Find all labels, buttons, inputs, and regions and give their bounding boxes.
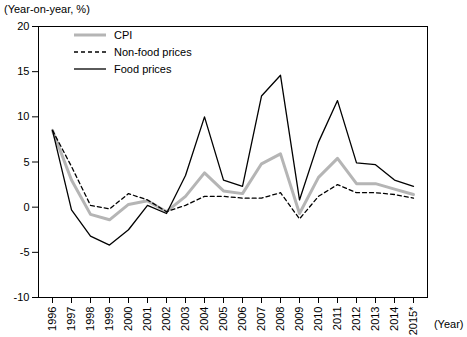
- svg-text:1999: 1999: [103, 307, 115, 331]
- svg-text:2004: 2004: [198, 307, 210, 331]
- svg-text:2015*: 2015*: [407, 306, 419, 335]
- svg-text:-10: -10: [14, 291, 30, 303]
- svg-text:10: 10: [17, 110, 29, 122]
- svg-text:-5: -5: [20, 246, 30, 258]
- svg-text:2006: 2006: [236, 307, 248, 331]
- svg-text:1996: 1996: [46, 307, 58, 331]
- svg-text:2009: 2009: [293, 307, 305, 331]
- html-text:CPI: CPI: [114, 28, 133, 41]
- svg-text:2014: 2014: [388, 307, 400, 331]
- svg-text:2003: 2003: [179, 307, 191, 331]
- svg-text:2001: 2001: [141, 307, 153, 331]
- svg-text:2010: 2010: [312, 307, 324, 331]
- svg-text:2008: 2008: [274, 307, 286, 331]
- svg-text:2012: 2012: [350, 307, 362, 331]
- svg-text:2000: 2000: [122, 307, 134, 331]
- svg-text:(Year): (Year): [434, 318, 464, 330]
- svg-text:2005: 2005: [217, 307, 229, 331]
- svg-text:2002: 2002: [160, 307, 172, 331]
- svg-text:2007: 2007: [255, 307, 267, 331]
- svg-text:2013: 2013: [369, 307, 381, 331]
- svg-text:1998: 1998: [84, 307, 96, 331]
- html-text:Food prices: Food prices: [114, 62, 172, 75]
- svg-text:0: 0: [23, 201, 29, 213]
- svg-text:20: 20: [17, 20, 29, 32]
- html-text:(Year-on-year, %): (Year-on-year, %): [4, 3, 90, 15]
- svg-text:15: 15: [17, 65, 29, 77]
- html-text:Non-food prices: Non-food prices: [114, 45, 192, 58]
- svg-text:2011: 2011: [331, 307, 343, 331]
- svg-text:1997: 1997: [65, 307, 77, 331]
- svg-text:5: 5: [23, 156, 29, 168]
